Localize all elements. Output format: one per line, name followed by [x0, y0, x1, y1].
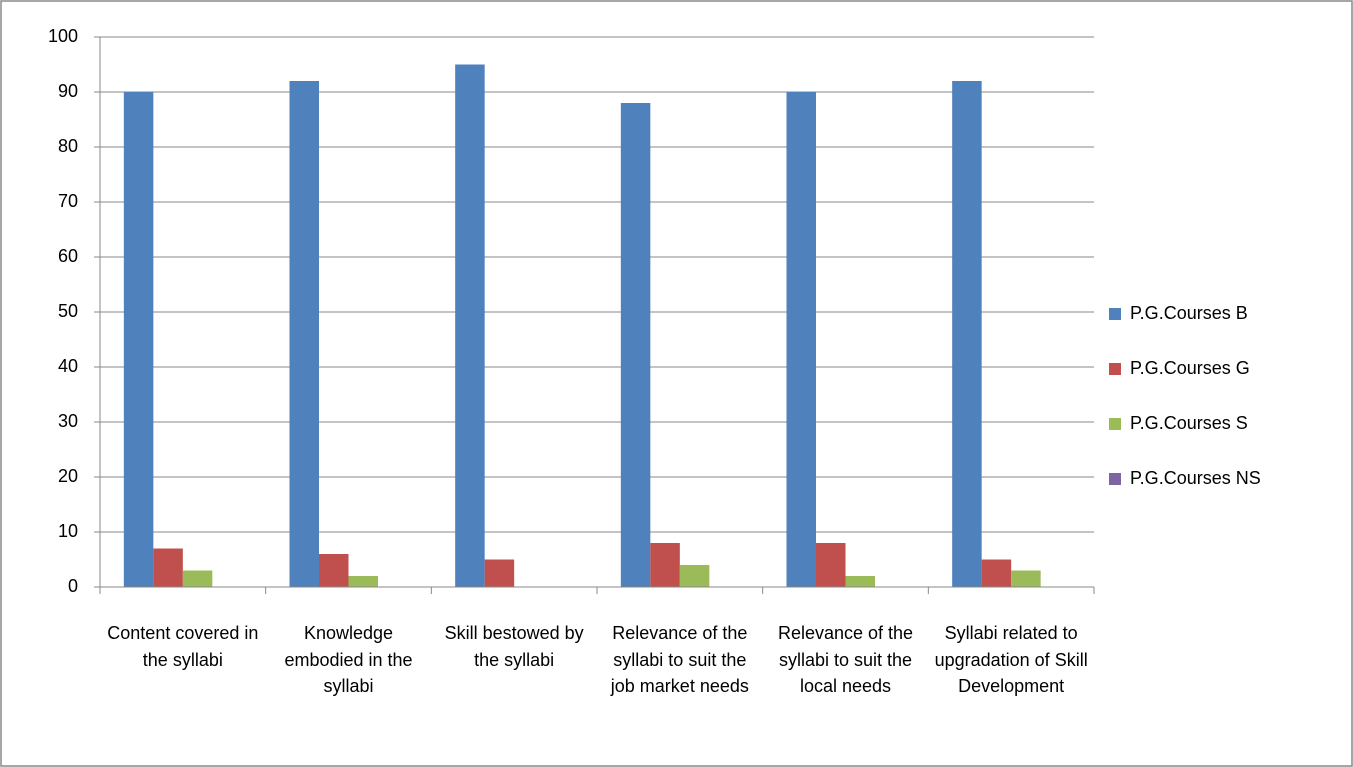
bar: [981, 559, 1012, 587]
y-tick-label: 10: [58, 521, 78, 541]
bar: [484, 559, 515, 587]
legend-label: P.G.Courses G: [1130, 358, 1250, 378]
bar: [952, 81, 982, 587]
bar: [816, 543, 846, 587]
y-tick-label: 60: [58, 246, 78, 266]
bar: [319, 554, 349, 587]
bar: [845, 576, 875, 587]
legend-swatch: [1109, 308, 1121, 320]
legend-label: P.G.Courses S: [1130, 413, 1248, 433]
legend-swatch: [1109, 363, 1121, 375]
y-tick-label: 20: [58, 466, 78, 486]
bar: [455, 64, 485, 587]
legend-swatch: [1109, 473, 1121, 485]
y-tick-label: 50: [58, 301, 78, 321]
y-tick-label: 0: [68, 576, 78, 596]
bar: [348, 576, 378, 587]
y-tick-label: 40: [58, 356, 78, 376]
y-tick-label: 70: [58, 191, 78, 211]
y-tick-label: 100: [48, 26, 78, 46]
y-tick-label: 80: [58, 136, 78, 156]
bar: [1011, 570, 1041, 587]
y-tick-label: 30: [58, 411, 78, 431]
x-tick-label: Relevance of the syllabi to suit the loc…: [777, 623, 914, 696]
bar: [620, 103, 651, 587]
x-tick-label: Skill bestowed by the syllabi: [444, 623, 584, 670]
bar: [123, 92, 154, 587]
x-tick-label: Relevance of the syllabi to suit the job…: [610, 623, 749, 696]
bar: [650, 543, 680, 587]
x-tick-label: Content covered in the syllabi: [107, 623, 259, 670]
bar: [679, 565, 710, 587]
y-tick-label: 90: [58, 81, 78, 101]
bar: [182, 570, 213, 587]
x-tick-label: Syllabi related to upgradation of Skill …: [934, 623, 1088, 696]
bar: [786, 92, 816, 587]
bar: [153, 548, 183, 587]
legend-swatch: [1109, 418, 1121, 430]
legend-label: P.G.Courses B: [1130, 303, 1248, 323]
legend-label: P.G.Courses NS: [1130, 468, 1261, 488]
bar: [289, 81, 319, 587]
x-tick-label: Knowledge embodied in the syllabi: [284, 623, 413, 696]
